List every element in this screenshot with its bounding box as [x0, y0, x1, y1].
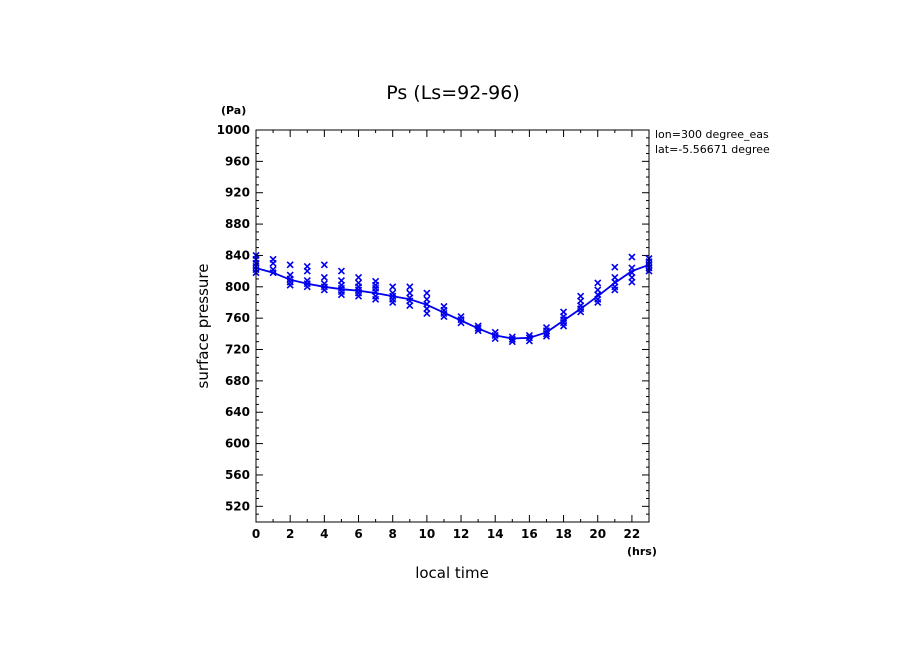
- y-unit-label: (Pa): [221, 104, 246, 117]
- scatter-point: [594, 279, 602, 287]
- scatter-point: [440, 313, 448, 321]
- plot-frame: [255, 129, 650, 523]
- x-tick-label: 12: [453, 527, 470, 541]
- scatter-point: [389, 283, 397, 291]
- scatter-point: [286, 261, 294, 269]
- scatter-point: [303, 267, 311, 275]
- scatter-point: [389, 298, 397, 307]
- scatter-point: [423, 289, 431, 297]
- x-tick-label: 20: [589, 527, 606, 541]
- y-tick-label: 560: [225, 468, 250, 482]
- x-tick-label: 16: [521, 527, 538, 541]
- scatter-point: [628, 253, 636, 261]
- y-tick-label: 600: [225, 437, 250, 451]
- y-tick-label: 840: [225, 248, 250, 262]
- scatter-point: [423, 309, 431, 318]
- y-tick-label: 920: [225, 186, 250, 200]
- scatter-point: [525, 337, 533, 345]
- y-tick-label: 1000: [217, 123, 250, 137]
- x-tick-label: 22: [624, 527, 641, 541]
- mean-line: [255, 263, 650, 340]
- scatter-point: [354, 292, 363, 300]
- x-unit-label: (hrs): [627, 545, 657, 558]
- y-tick-label: 720: [225, 343, 250, 357]
- x-tick-label: 0: [252, 527, 260, 541]
- y-tick-label: 680: [225, 374, 250, 388]
- scatter-point: [406, 302, 414, 310]
- x-tick-label: 18: [555, 527, 572, 541]
- y-tick-label: 960: [225, 154, 250, 168]
- scatter-point: [406, 283, 414, 291]
- x-tick-label: 14: [487, 527, 504, 541]
- scatter-point: [508, 338, 516, 346]
- scatter-point: [611, 263, 619, 271]
- y-tick-label: 520: [225, 499, 250, 513]
- scatter-point: [320, 273, 328, 281]
- x-axis-label: local time: [415, 564, 489, 582]
- x-tick-label: 10: [419, 527, 436, 541]
- scatter-point: [559, 322, 568, 330]
- y-axis-label: surface pressure: [194, 264, 212, 389]
- scatter-point: [611, 286, 619, 294]
- y-tick-label: 800: [225, 280, 250, 294]
- scatter-point: [354, 273, 363, 281]
- chart-title: Ps (Ls=92-96): [386, 82, 520, 104]
- y-tick-label: 760: [225, 311, 250, 325]
- scatter-point: [337, 291, 346, 299]
- y-tick-label: 880: [225, 217, 250, 231]
- x-tick-label: 8: [389, 527, 397, 541]
- scatter-point: [628, 278, 636, 286]
- x-tick-label: 2: [286, 527, 294, 541]
- scatter-point: [594, 298, 602, 307]
- scatter-point: [372, 295, 380, 303]
- scatter-point: [286, 281, 294, 289]
- lon-annotation: lon=300 degree_eas: [655, 128, 769, 141]
- lat-annotation: lat=-5.56671 degree: [655, 143, 770, 156]
- scatter-point: [269, 259, 277, 267]
- y-tick-label: 640: [225, 405, 250, 419]
- scatter-point: [320, 261, 328, 269]
- x-tick-label: 6: [354, 527, 362, 541]
- scatter-point: [337, 267, 346, 275]
- x-tick-label: 4: [320, 527, 328, 541]
- scatter-point: [542, 332, 551, 340]
